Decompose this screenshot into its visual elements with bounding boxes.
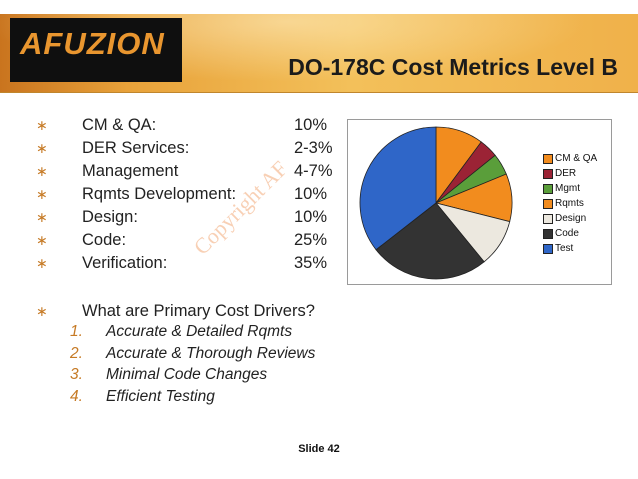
legend-swatch [543, 199, 553, 209]
legend-label: CM & QA [555, 153, 598, 164]
title-divider [0, 92, 638, 93]
legend-label: Design [555, 213, 587, 224]
metric-row: ∗ Management 4-7% [0, 159, 340, 183]
metric-label: Code: [82, 231, 127, 249]
pie-chart [359, 126, 513, 280]
legend-swatch [543, 229, 553, 239]
metric-row: ∗ Rqmts Development: 10% [0, 182, 340, 206]
driver-item: 3. Minimal Code Changes [0, 364, 360, 386]
metric-row: ∗ Design: 10% [0, 205, 340, 229]
legend-item: Test [541, 241, 605, 256]
metric-label: Management [82, 162, 179, 180]
legend-swatch [543, 214, 553, 224]
bullet-icon: ∗ [36, 303, 48, 319]
metric-label: Rqmts Development: [82, 185, 237, 203]
legend-item: Design [541, 211, 605, 226]
metric-label: DER Services: [82, 139, 190, 157]
legend-label: Rqmts [555, 198, 584, 209]
metric-value: 4-7% [294, 162, 333, 180]
driver-text: Minimal Code Changes [106, 366, 268, 383]
metric-label: CM & QA: [82, 116, 157, 134]
legend-item: Rqmts [541, 196, 605, 211]
metric-value: 10% [294, 116, 328, 134]
chart-legend: CM & QA DER Mgmt Rqmts Design Code Test [541, 151, 605, 256]
legend-label: Code [555, 228, 579, 239]
metric-row: ∗ Code: 25% [0, 228, 340, 252]
legend-item: Mgmt [541, 181, 605, 196]
legend-label: Mgmt [555, 183, 580, 194]
driver-number: 2. [70, 345, 83, 362]
metric-label: Verification: [82, 254, 168, 272]
question-text: What are Primary Cost Drivers? [82, 302, 315, 320]
legend-label: Test [555, 243, 574, 254]
chart-frame [347, 119, 612, 285]
slide-number: Slide 42 [298, 443, 340, 455]
bullet-icon: ∗ [36, 117, 48, 133]
pie-slice-code [375, 202, 485, 280]
legend-swatch [543, 244, 553, 254]
legend-label: DER [555, 168, 577, 179]
bullet-icon: ∗ [36, 255, 48, 271]
metric-row: ∗ CM & QA: 10% [0, 113, 340, 137]
metric-value: 2-3% [294, 139, 333, 157]
legend-swatch [543, 169, 553, 179]
metric-row: ∗ DER Services: 2-3% [0, 136, 340, 160]
legend-item: Code [541, 226, 605, 241]
driver-item: 2. Accurate & Thorough Reviews [0, 343, 360, 365]
driver-text: Accurate & Thorough Reviews [106, 345, 316, 362]
driver-text: Efficient Testing [106, 388, 215, 405]
metric-row: ∗ Verification: 35% [0, 251, 340, 275]
bullet-icon: ∗ [36, 163, 48, 179]
driver-item: 1. Accurate & Detailed Rqmts [0, 321, 360, 343]
driver-text: Accurate & Detailed Rqmts [106, 323, 293, 340]
driver-number: 1. [70, 323, 83, 340]
legend-item: CM & QA [541, 151, 605, 166]
bullet-icon: ∗ [36, 140, 48, 156]
metric-value: 35% [294, 254, 328, 272]
metric-value: 10% [294, 208, 328, 226]
bullet-icon: ∗ [36, 186, 48, 202]
metric-value: 25% [294, 231, 328, 249]
bullet-icon: ∗ [36, 209, 48, 225]
bullet-icon: ∗ [36, 232, 48, 248]
slide-title: DO-178C Cost Metrics Level B [288, 54, 618, 80]
driver-item: 4. Efficient Testing [0, 386, 360, 408]
pie-slice-test [359, 126, 437, 251]
metric-value: 10% [294, 185, 328, 203]
logo-text: AFUZION [20, 26, 165, 61]
driver-number: 4. [70, 388, 83, 405]
legend-swatch [543, 154, 553, 164]
logo [10, 18, 182, 82]
driver-number: 3. [70, 366, 83, 383]
cost-drivers-question: ∗ What are Primary Cost Drivers? [0, 299, 360, 323]
legend-swatch [543, 184, 553, 194]
legend-item: DER [541, 166, 605, 181]
metric-label: Design: [82, 208, 138, 226]
